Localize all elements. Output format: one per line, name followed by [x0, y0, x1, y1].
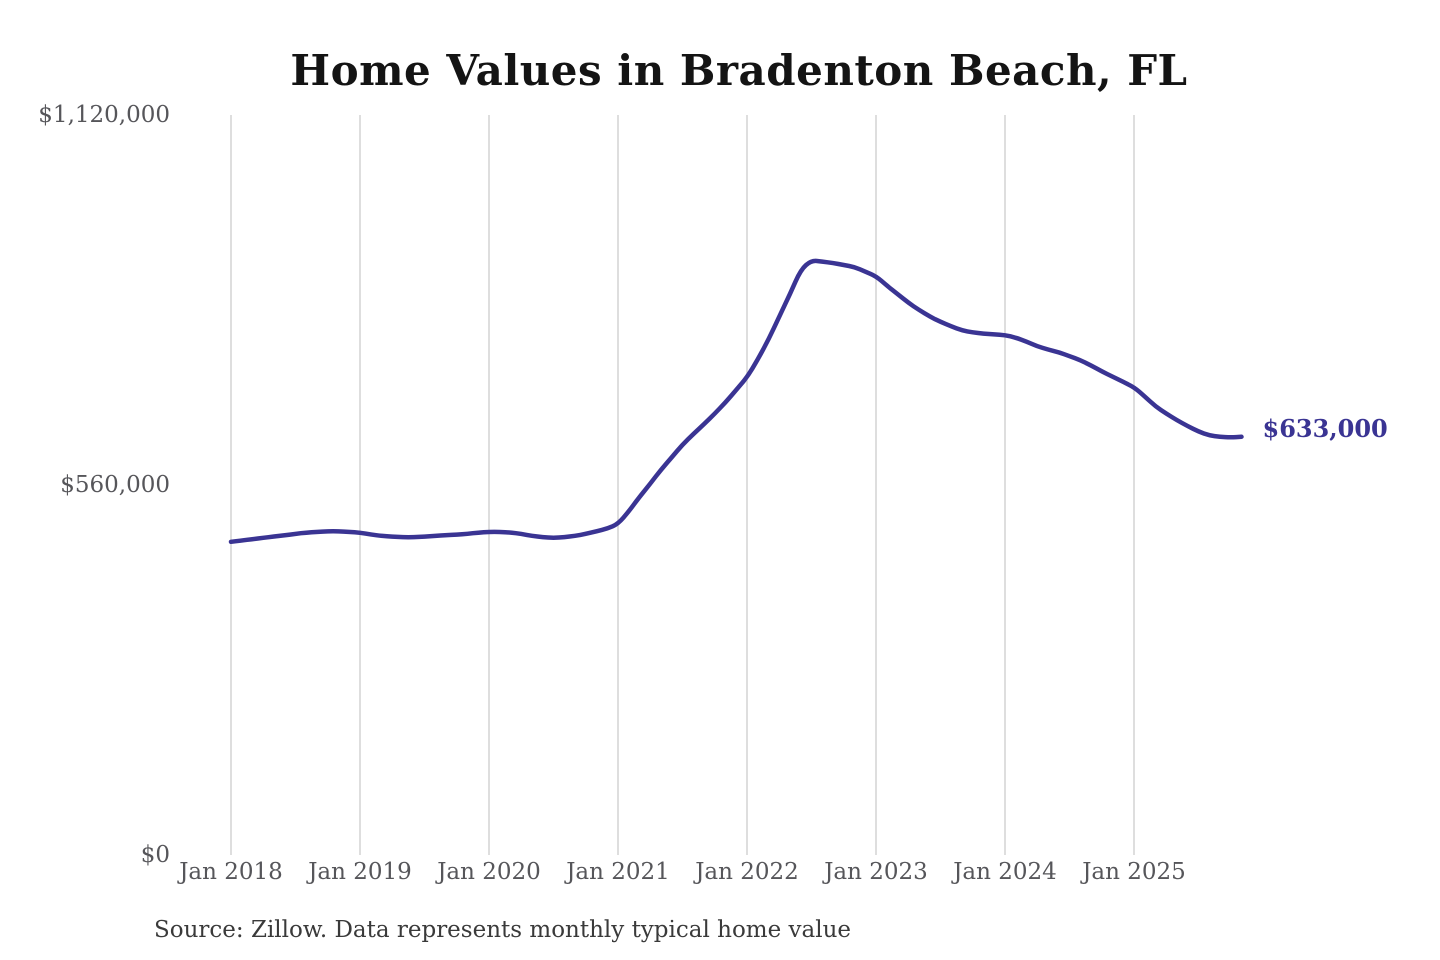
x-axis-tick-label: Jan 2023: [824, 859, 928, 885]
chart-title: Home Values in Bradenton Beach, FL: [290, 46, 1188, 95]
x-axis-tick-label: Jan 2024: [953, 859, 1057, 885]
x-axis-tick-label: Jan 2021: [566, 859, 670, 885]
current-value-label: $633,000: [1262, 413, 1388, 443]
x-axis-tick-label: Jan 2020: [437, 859, 541, 885]
home-value-line: [228, 258, 1244, 545]
x-axis-tick-label: Jan 2025: [1082, 859, 1186, 885]
x-axis-tick-label: Jan 2019: [308, 859, 412, 885]
year-gridlines: [230, 115, 1135, 855]
y-axis-tick-label: $560,000: [60, 472, 170, 498]
x-axis-tick-label: Jan 2022: [695, 859, 799, 885]
source-note: Source: Zillow. Data represents monthly …: [154, 917, 852, 943]
y-axis-tick-label: $0: [140, 842, 170, 868]
y-axis-tick-label: $1,120,000: [38, 102, 170, 128]
x-axis-tick-label: Jan 2018: [179, 859, 283, 885]
